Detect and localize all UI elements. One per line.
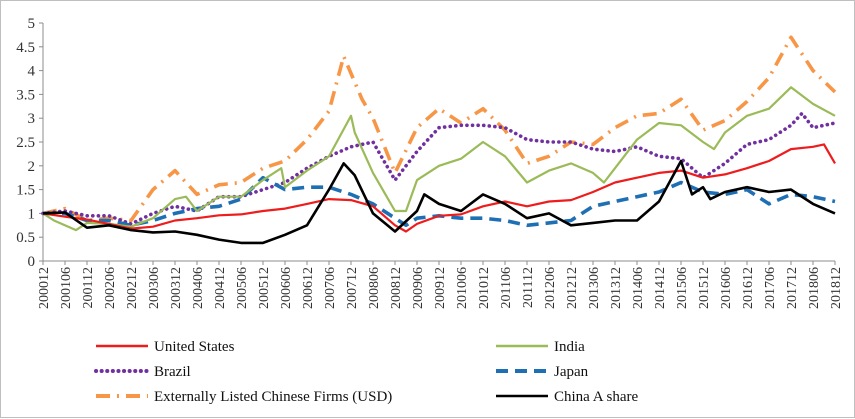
x-tick-label: 200606 [279, 267, 294, 309]
y-tick-label: 5 [28, 16, 36, 32]
y-tick-label: 2 [28, 159, 36, 175]
x-tick-label: 201206 [543, 267, 558, 309]
x-tick-label: 200806 [367, 267, 382, 309]
y-tick-label: 0.5 [16, 230, 35, 246]
x-tick-label: 201612 [741, 267, 756, 309]
x-tick-label: 201106 [499, 267, 514, 308]
x-tick-label: 201806 [807, 267, 822, 309]
x-tick-label: 200306 [147, 267, 162, 309]
series-line-india [42, 86, 836, 232]
legend-label-united-states: United States [154, 339, 235, 355]
y-tick-label: 4.5 [16, 40, 35, 56]
y-tick-label: 3 [28, 111, 36, 127]
x-tick-label: 200506 [235, 267, 250, 309]
x-tick-label: 200512 [257, 267, 272, 309]
x-tick-label: 201706 [763, 267, 778, 309]
y-tick-label: 1 [28, 206, 36, 222]
x-tick-label: 200712 [345, 267, 360, 309]
x-tick-label: 200812 [389, 267, 404, 309]
axes: 0 0.5 1 1.5 2 2.5 3 3.5 4 4.5 5 200012 200106 200112 2… [16, 16, 844, 309]
x-tick-label: 200012 [37, 267, 52, 309]
x-tick-label: 201112 [521, 267, 536, 308]
x-tick-label: 200612 [301, 267, 316, 309]
x-tick-label: 200706 [323, 267, 338, 309]
x-tick-label: 200906 [411, 267, 426, 309]
series-line-japan [43, 175, 836, 228]
series-line-externally-listed-chinese-firms-usd [42, 35, 837, 223]
series-line-brazil [41, 111, 837, 226]
series-line-china-a-share [42, 159, 836, 245]
y-tick-label: 1.5 [16, 183, 35, 199]
x-tick-label: 201306 [587, 267, 602, 309]
plot-area [41, 35, 837, 245]
x-tick-label: 200312 [169, 267, 184, 309]
x-tick-label: 200912 [433, 267, 448, 309]
x-tick-label: 201606 [719, 267, 734, 309]
y-tick-label: 2.5 [16, 135, 35, 151]
y-tick-label: 4 [28, 64, 36, 80]
x-tick-label: 201412 [653, 267, 668, 309]
x-tick-label: 200212 [125, 267, 140, 309]
x-tick-label: 201506 [675, 267, 690, 309]
x-tick-label: 201006 [455, 267, 470, 309]
x-tick-label: 201512 [697, 267, 712, 309]
x-tick-label: 201312 [609, 267, 624, 309]
legend-label-brazil: Brazil [154, 364, 191, 380]
x-tick-label: 200406 [191, 267, 206, 309]
x-tick-label: 201712 [785, 267, 800, 309]
x-tick-label: 201012 [477, 267, 492, 309]
y-tick-label: 3.5 [16, 87, 35, 103]
x-tick-label: 201212 [565, 267, 580, 309]
legend-label-china-a-share: China A share [554, 389, 638, 405]
legend: United States India Brazil Japan Externally … [94, 339, 638, 405]
x-tick-label: 200412 [213, 267, 228, 309]
legend-label-externally-listed-chinese-firms-usd: Externally Listed Chinese Firms (USD) [154, 389, 392, 405]
x-tick-label: 200106 [59, 267, 74, 309]
x-tick-label: 201812 [829, 267, 844, 309]
x-tick-label: 200206 [103, 267, 118, 309]
legend-label-japan: Japan [554, 364, 589, 380]
x-tick-label: 201406 [631, 267, 646, 309]
y-tick-label: 0 [28, 254, 36, 270]
x-tick-label: 200112 [81, 267, 96, 308]
series-line-united-states [42, 143, 836, 233]
legend-label-india: India [554, 339, 585, 355]
